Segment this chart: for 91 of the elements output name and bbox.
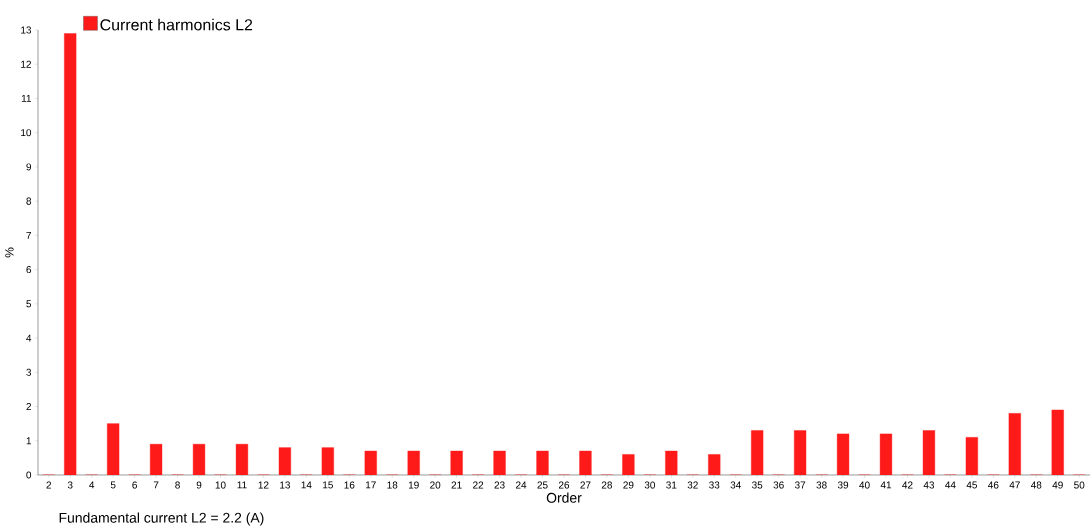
- x-tick-label: 48: [1030, 481, 1042, 489]
- bar: [321, 447, 334, 475]
- bar: [407, 450, 420, 475]
- x-tick-label: 14: [301, 481, 312, 489]
- y-tick-label: 3: [26, 368, 32, 376]
- y-tick-label: 9: [26, 163, 32, 171]
- y-tick-label: 2: [26, 403, 31, 410]
- x-tick-label: 45: [966, 481, 977, 489]
- bar: [879, 433, 893, 475]
- x-tick-label: 40: [859, 481, 870, 489]
- y-tick-label: 6: [26, 266, 32, 274]
- bar: [579, 450, 592, 475]
- x-tick-label: 49: [1052, 481, 1063, 489]
- x-tick-label: 6: [132, 481, 137, 489]
- x-tick-label: 43: [923, 481, 935, 489]
- x-tick-label: 47: [1009, 481, 1020, 489]
- bar: [64, 33, 77, 475]
- x-tick-label: 18: [387, 481, 398, 489]
- x-tick-label: 21: [451, 481, 462, 489]
- x-tick-label: 46: [988, 481, 999, 489]
- bar: [493, 450, 506, 475]
- x-tick-label: 15: [323, 481, 333, 489]
- bar: [922, 430, 936, 475]
- x-tick-label: 34: [730, 481, 741, 489]
- x-tick-label: 11: [237, 481, 247, 489]
- x-tick-label: 30: [644, 481, 655, 489]
- legend-label: Current harmonics L2: [100, 18, 253, 31]
- x-tick-label: 50: [1074, 481, 1085, 489]
- x-tick-label: 13: [280, 481, 290, 489]
- bar: [794, 430, 807, 475]
- x-tick-label: 36: [773, 481, 784, 489]
- bar: [192, 443, 206, 475]
- y-tick-label: 5: [26, 300, 32, 308]
- x-tick-label: 28: [601, 481, 613, 489]
- bar: [665, 450, 678, 475]
- x-tick-label: 27: [580, 481, 591, 489]
- x-tick-label: 38: [816, 481, 827, 489]
- x-tick-label: 32: [687, 481, 698, 489]
- x-tick-label: 24: [516, 481, 527, 489]
- bar: [278, 447, 291, 475]
- bar: [536, 450, 549, 475]
- y-tick-label: 8: [26, 197, 32, 205]
- x-axis-title: Order: [546, 492, 582, 503]
- bar: [965, 437, 978, 475]
- bar: [836, 433, 850, 475]
- x-tick-label: 17: [365, 481, 376, 489]
- x-tick-label: 3: [67, 481, 73, 489]
- bar: [364, 450, 377, 475]
- y-tick-label: 11: [21, 95, 32, 102]
- x-tick-label: 44: [945, 481, 956, 489]
- y-tick-label: 1: [26, 437, 32, 445]
- x-tick-label: 23: [494, 481, 505, 489]
- y-tick-label: 13: [21, 26, 32, 34]
- x-tick-label: 12: [258, 481, 269, 489]
- x-tick-label: 26: [558, 481, 570, 489]
- x-tick-label: 41: [880, 481, 892, 489]
- bar: [235, 443, 249, 475]
- y-tick-label: 12: [21, 60, 31, 68]
- bar: [1051, 409, 1064, 475]
- x-tick-label: 5: [110, 481, 116, 489]
- x-tick-label: 42: [902, 481, 913, 489]
- x-tick-label: 2: [46, 481, 52, 489]
- bar: [450, 450, 463, 475]
- x-tick-label: 9: [196, 481, 202, 489]
- x-tick-label: 39: [837, 481, 849, 489]
- bar: [1008, 413, 1021, 475]
- y-tick-label: 4: [26, 334, 32, 342]
- x-tick-label: 29: [623, 481, 634, 489]
- bar: [708, 454, 721, 475]
- bar: [751, 430, 764, 475]
- x-tick-label: 25: [537, 481, 548, 489]
- x-tick-label: 31: [666, 481, 677, 489]
- x-tick-label: 8: [175, 481, 180, 489]
- x-tick-label: 20: [430, 481, 441, 489]
- x-tick-label: 16: [344, 481, 355, 489]
- x-tick-label: 33: [709, 481, 720, 489]
- y-tick-label: 7: [26, 231, 31, 239]
- bar: [622, 454, 635, 475]
- x-tick-label: 10: [215, 481, 226, 489]
- text: Fundamental current L2 = 2.2 (A): [59, 512, 264, 526]
- bar: [107, 423, 120, 475]
- y-axis-title: %: [5, 247, 14, 258]
- x-tick-label: 22: [473, 481, 484, 489]
- x-tick-label: 19: [408, 481, 419, 489]
- y-tick-label: 0: [26, 471, 32, 479]
- x-tick-label: 37: [794, 481, 806, 489]
- y-tick-label: 10: [21, 129, 32, 137]
- x-tick-label: 35: [752, 481, 763, 489]
- bar: [149, 443, 163, 475]
- x-tick-label: 4: [89, 481, 95, 489]
- x-tick-label: 7: [153, 481, 159, 489]
